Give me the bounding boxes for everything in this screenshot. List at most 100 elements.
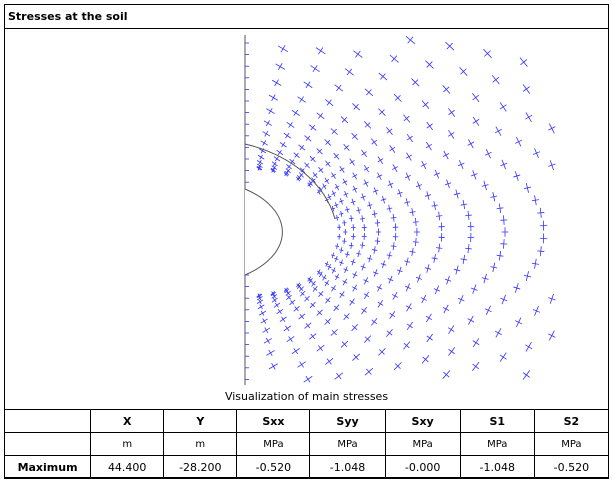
value-cell: -28.200 xyxy=(163,455,238,479)
stress-cross-mark xyxy=(256,163,263,168)
stress-cross-mark xyxy=(297,96,306,103)
stress-cross-mark xyxy=(460,200,468,210)
stress-cross-mark xyxy=(303,375,313,383)
stress-cross-mark xyxy=(481,273,489,284)
stress-cross-mark xyxy=(318,290,324,298)
stress-cross-mark xyxy=(525,112,533,123)
stress-cross-mark xyxy=(393,93,402,102)
stress-cross-mark xyxy=(352,103,361,111)
stress-cross-mark xyxy=(286,294,292,301)
unit-cell: m xyxy=(90,432,165,456)
stress-cross-mark xyxy=(539,233,548,244)
stress-cross-mark xyxy=(531,258,539,269)
stress-cross-mark xyxy=(496,203,504,214)
stress-cross-mark xyxy=(484,305,492,316)
stress-cross-mark xyxy=(532,305,541,316)
stress-cross-mark xyxy=(309,301,316,309)
stress-cross-mark xyxy=(312,285,318,292)
stress-cross-mark xyxy=(353,50,363,58)
stress-cross-mark xyxy=(515,136,523,147)
stress-cross-mark xyxy=(396,266,403,275)
stress-cross-mark xyxy=(361,149,368,158)
stress-cross-mark xyxy=(279,141,287,148)
stress-cross-mark xyxy=(316,148,323,155)
stress-cross-mark xyxy=(371,210,378,218)
stress-cross-mark xyxy=(316,112,325,120)
stress-cross-mark xyxy=(445,41,455,51)
stress-cross-mark xyxy=(472,116,480,126)
stress-cross-mark xyxy=(360,193,366,201)
stress-cross-mark xyxy=(273,156,281,162)
stress-cross-mark xyxy=(447,325,455,335)
stress-cross-mark xyxy=(315,47,326,55)
results-table: X Y Sxx Syy Sxy S1 S2 m m MPa MPa MPa MP… xyxy=(3,409,610,479)
stress-cross-mark xyxy=(448,347,456,356)
stress-cross-mark xyxy=(500,294,508,305)
stress-cross-mark xyxy=(371,246,378,254)
stress-cross-mark xyxy=(342,238,347,245)
header-cell: S2 xyxy=(533,409,610,433)
stress-cross-mark xyxy=(324,139,332,146)
excavation-boundary xyxy=(244,35,336,385)
stress-cross-mark xyxy=(467,232,475,243)
stress-cross-mark xyxy=(364,367,374,376)
value-cell: -0.520 xyxy=(533,455,610,479)
stress-cross-mark xyxy=(361,224,367,232)
stress-cross-mark xyxy=(359,215,365,223)
stress-cross-mark xyxy=(286,121,295,128)
stress-cross-mark xyxy=(273,302,281,308)
stress-cross-mark xyxy=(420,294,427,304)
stress-cross-mark xyxy=(279,316,287,323)
stress-cross-mark xyxy=(271,79,282,87)
stress-cross-mark xyxy=(260,318,268,324)
stress-cross-mark xyxy=(409,247,416,257)
stress-cross-mark xyxy=(350,258,356,266)
stress-cross-mark xyxy=(291,109,300,116)
stress-cross-mark xyxy=(448,108,456,117)
stress-cross-mark xyxy=(318,271,323,278)
stress-cross-mark xyxy=(263,120,273,127)
stress-cross-mark xyxy=(330,128,338,135)
stress-cross-mark xyxy=(361,306,368,315)
stress-cross-mark xyxy=(283,325,292,332)
stress-cross-mark xyxy=(271,297,278,303)
stress-cross-mark xyxy=(470,170,478,180)
stress-cross-mark xyxy=(297,361,306,368)
stress-cross-mark xyxy=(496,250,504,261)
stress-cross-mark xyxy=(539,220,548,231)
stress-cross-mark xyxy=(403,341,411,350)
stress-cross-mark xyxy=(350,233,356,240)
header-cell: Y xyxy=(163,409,238,433)
value-cell: -1.048 xyxy=(459,455,535,479)
stress-cross-mark xyxy=(348,215,354,222)
stress-cross-mark xyxy=(431,254,438,263)
stress-cross-mark xyxy=(465,210,472,220)
stress-cross-mark xyxy=(532,148,541,159)
stress-cross-mark xyxy=(531,195,539,206)
stress-cross-mark xyxy=(424,264,432,273)
stress-cross-mark xyxy=(349,158,355,166)
stress-cross-mark xyxy=(285,290,291,296)
stress-cross-mark xyxy=(296,175,302,181)
stress-cross-mark xyxy=(337,224,342,231)
stress-cross-mark xyxy=(467,139,475,149)
stress-cross-mark xyxy=(515,317,523,328)
stress-cross-mark xyxy=(377,156,384,165)
stress-cross-mark xyxy=(405,35,416,45)
stress-cross-mark xyxy=(327,194,332,200)
stress-cross-mark xyxy=(378,108,386,116)
stress-cross-mark xyxy=(256,296,263,301)
stress-crosses xyxy=(245,35,556,383)
stress-visualization xyxy=(244,35,556,385)
stress-cross-mark xyxy=(523,271,531,282)
stress-cross-mark xyxy=(327,264,332,270)
stress-cross-mark xyxy=(405,303,412,312)
stress-cross-mark xyxy=(390,242,397,251)
stress-cross-mark xyxy=(380,260,387,269)
stress-cross-mark xyxy=(364,335,372,343)
stress-cross-mark xyxy=(501,227,509,237)
value-cell: -0.000 xyxy=(384,455,461,479)
stress-cross-mark xyxy=(283,132,292,139)
stress-cross-mark xyxy=(444,275,452,285)
stresses-panel: Stresses at the soil Visualization of ma… xyxy=(3,4,610,479)
